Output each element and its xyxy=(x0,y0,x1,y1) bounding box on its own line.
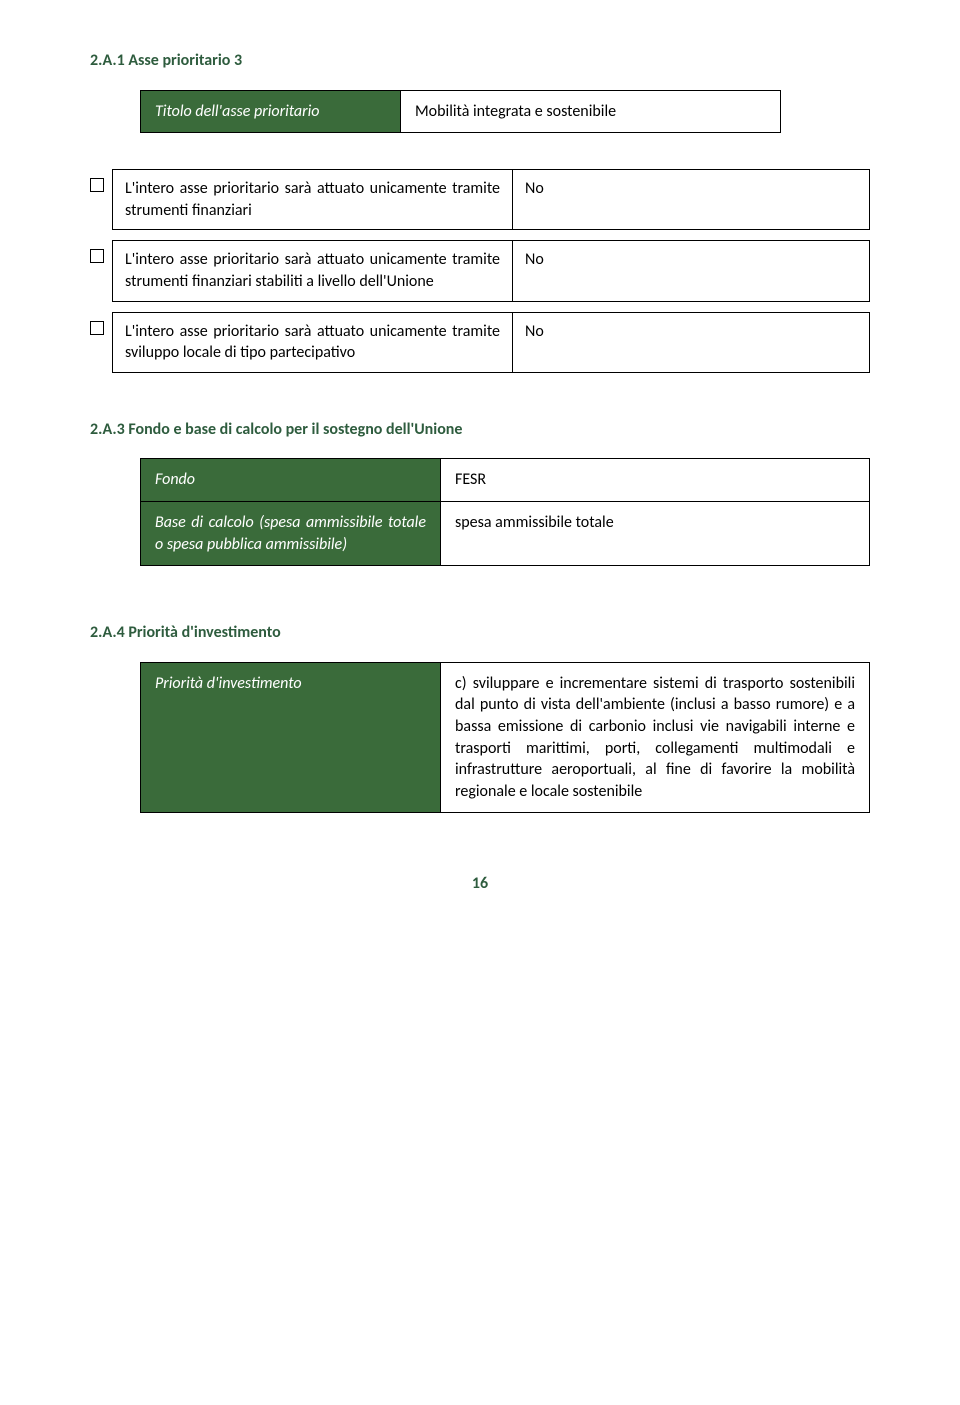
title-label-cell: Titolo dell'asse prioritario xyxy=(141,90,401,133)
check-text: L'intero asse prioritario sarà attuato u… xyxy=(113,241,513,300)
fondo-table: FondoFESRBase di calcolo (spesa ammissib… xyxy=(140,458,870,566)
checkbox[interactable] xyxy=(90,178,104,192)
section-heading-2a3: 2.A.3 Fondo e base di calcolo per il sos… xyxy=(90,419,870,441)
section-heading-2a1: 2.A.1 Asse prioritario 3 xyxy=(90,50,870,72)
row-label: Fondo xyxy=(141,459,441,502)
page-number: 16 xyxy=(90,873,870,895)
row-value: FESR xyxy=(441,459,870,502)
row-label: Priorità d'investimento xyxy=(141,662,441,813)
row-value: spesa ammissibile totale xyxy=(441,501,870,565)
check-text: L'intero asse prioritario sarà attuato u… xyxy=(113,313,513,372)
title-value-cell: Mobilità integrata e sostenibile xyxy=(401,90,781,133)
title-table: Titolo dell'asse prioritario Mobilità in… xyxy=(140,90,781,134)
row-value: c) sviluppare e incrementare sistemi di … xyxy=(441,662,870,813)
check-value: No xyxy=(513,241,869,300)
check-value: No xyxy=(513,170,869,229)
check-item: L'intero asse prioritario sarà attuato u… xyxy=(112,240,870,301)
section-heading-2a4: 2.A.4 Priorità d'investimento xyxy=(90,622,870,644)
priorita-table: Priorità d'investimentoc) sviluppare e i… xyxy=(140,662,870,814)
check-text: L'intero asse prioritario sarà attuato u… xyxy=(113,170,513,229)
check-item: L'intero asse prioritario sarà attuato u… xyxy=(112,169,870,230)
row-label: Base di calcolo (spesa ammissibile total… xyxy=(141,501,441,565)
check-value: No xyxy=(513,313,869,372)
checkbox[interactable] xyxy=(90,249,104,263)
check-item: L'intero asse prioritario sarà attuato u… xyxy=(112,312,870,373)
checkbox[interactable] xyxy=(90,321,104,335)
